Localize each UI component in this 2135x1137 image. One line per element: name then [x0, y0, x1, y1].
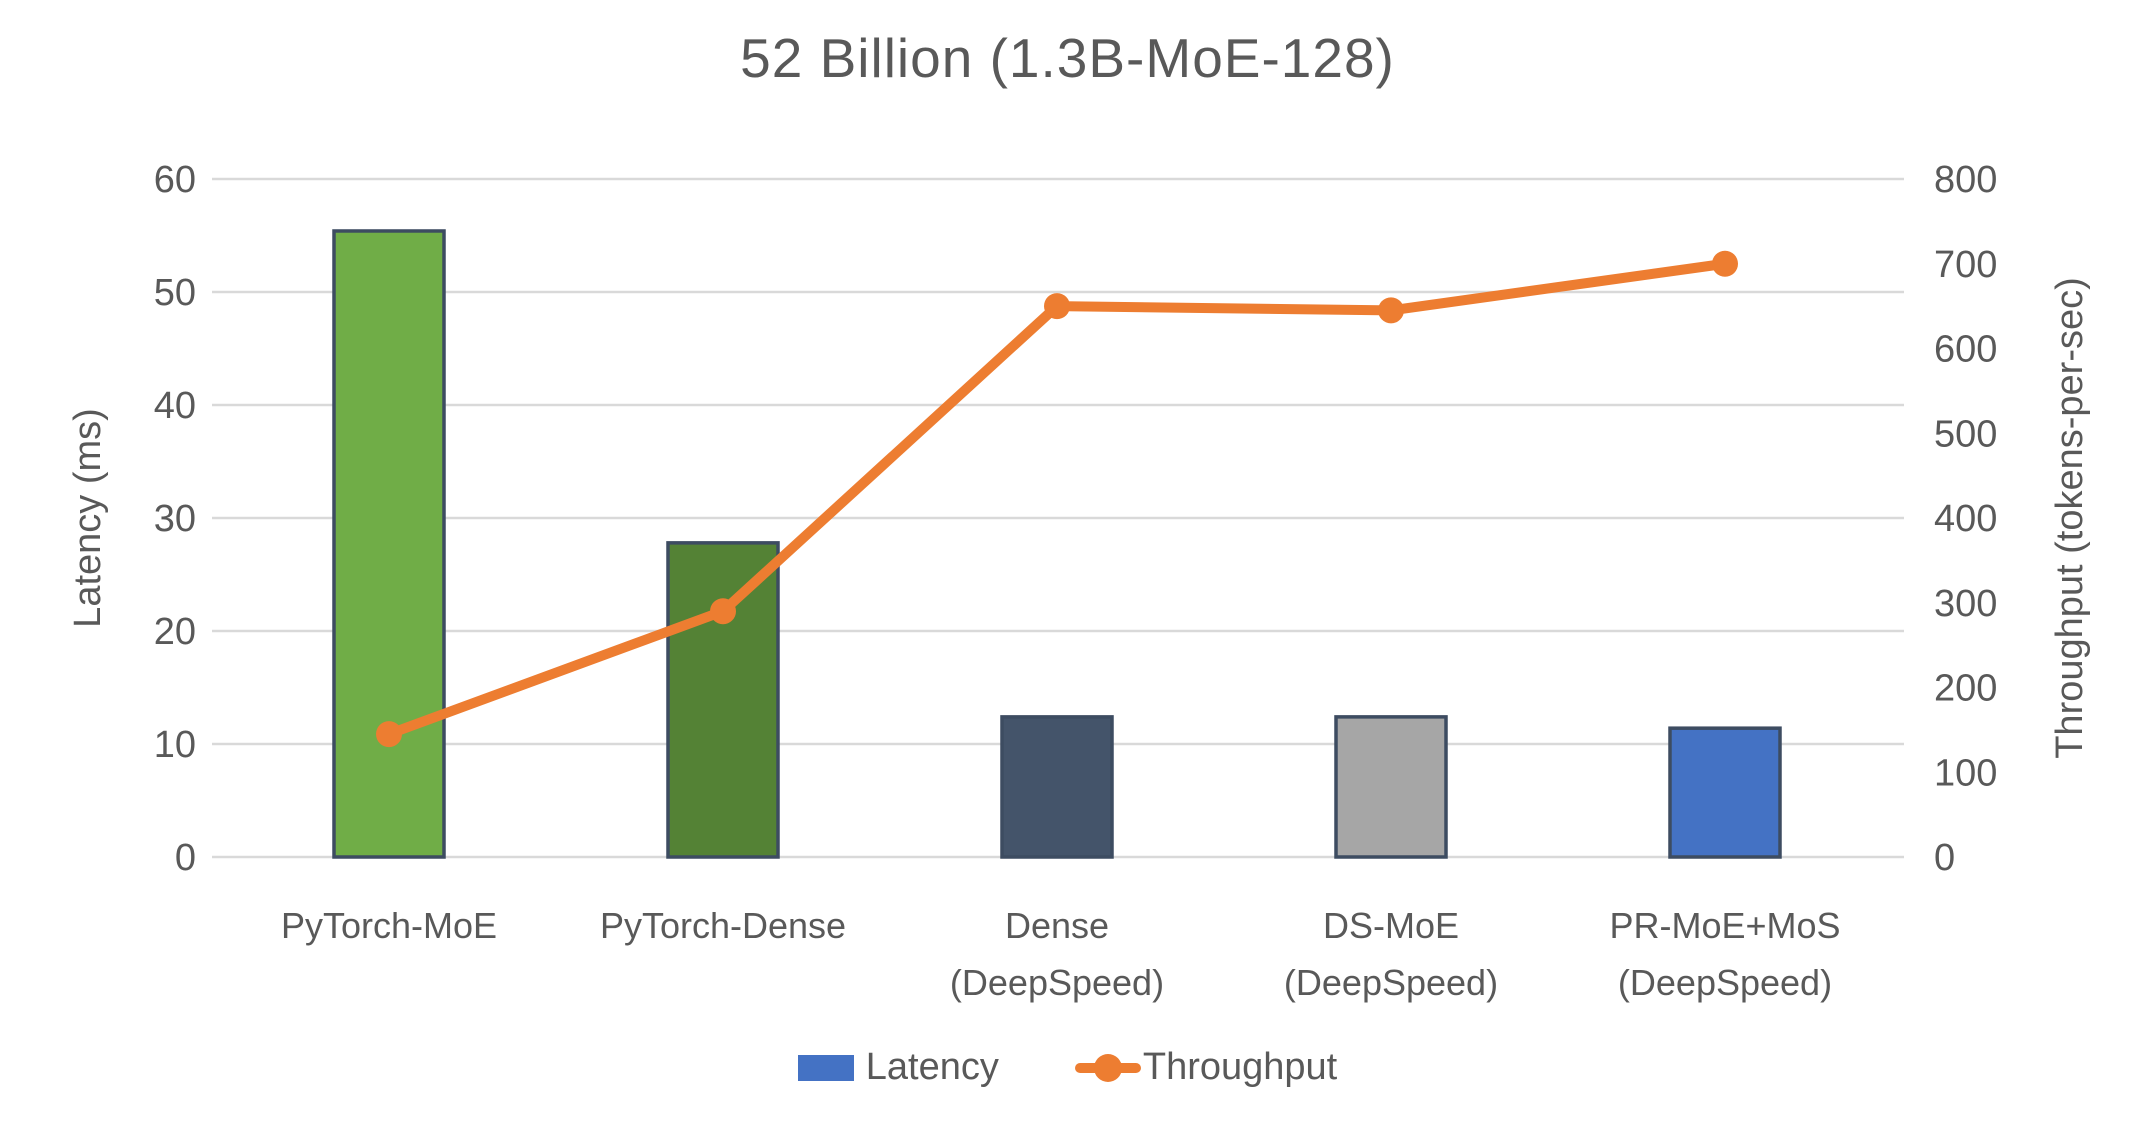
legend-throughput-label: Throughput [1142, 1046, 1338, 1088]
left-axis-tick-label: 20 [154, 611, 196, 653]
throughput-line [384, 258, 1730, 740]
category-label: PR-MoE+MoS (DeepSpeed) [1609, 905, 1840, 1003]
throughput-marker-dense-deepspeed [1044, 293, 1070, 320]
right-axis-tick-label: 800 [1934, 159, 1997, 201]
left-axis-tick-label: 0 [175, 837, 196, 879]
left-axis-tick-label: 60 [154, 159, 196, 201]
left-axis-tick-label: 40 [154, 385, 196, 427]
legend-latency-label: Latency [865, 1046, 999, 1088]
right-axis-tick-label: 0 [1934, 837, 1955, 879]
latency-bar-ds-moe-deepspeed [1334, 715, 1448, 859]
left-axis-title: Latency (ms) [67, 408, 109, 628]
legend: Latency Throughput [0, 1046, 2135, 1089]
throughput-marker-ds-moe-deepspeed [1378, 297, 1404, 324]
left-axis-tick-label: 50 [154, 272, 196, 314]
right-axis-tick-label: 200 [1934, 668, 1997, 710]
category-label: PyTorch-MoE [281, 905, 497, 946]
right-axis-tick-label: 100 [1934, 752, 1997, 794]
category-label: Dense (DeepSpeed) [950, 905, 1164, 1003]
legend-item-throughput: Throughput [1074, 1046, 1338, 1089]
legend-latency-swatch [797, 1054, 854, 1081]
legend-throughput-swatch [1074, 1053, 1141, 1082]
latency-bar-pytorch-moe [332, 229, 446, 859]
right-axis-tick-label: 500 [1934, 413, 1997, 455]
left-axis-tick-label: 10 [154, 724, 196, 766]
latency-bar-dense-deepspeed [1000, 715, 1114, 859]
left-axis-tick-label: 30 [154, 498, 196, 540]
latency-bar-pr-moe-mos-deepspeed [1668, 726, 1782, 859]
latency-bar-pytorch-dense [666, 541, 780, 859]
right-axis-tick-label: 600 [1934, 329, 1997, 371]
category-label: PyTorch-Dense [600, 905, 846, 946]
throughput-marker-pytorch-moe [376, 721, 402, 748]
right-axis-title: Throughput (tokens-per-sec) [2049, 277, 2091, 759]
throughput-marker-pr-moe-mos-deepspeed [1712, 250, 1738, 277]
right-axis-tick-label: 300 [1934, 583, 1997, 625]
chart-title: 52 Billion (1.3B-MoE-128) [740, 27, 1395, 89]
legend-throughput-marker-icon [1093, 1053, 1122, 1082]
right-axis-tick-label: 700 [1934, 244, 1997, 286]
category-label: DS-MoE (DeepSpeed) [1284, 905, 1498, 1003]
throughput-marker-pytorch-dense [710, 598, 736, 625]
legend-item-latency: Latency [797, 1046, 999, 1089]
right-axis-tick-label: 400 [1934, 498, 1997, 540]
